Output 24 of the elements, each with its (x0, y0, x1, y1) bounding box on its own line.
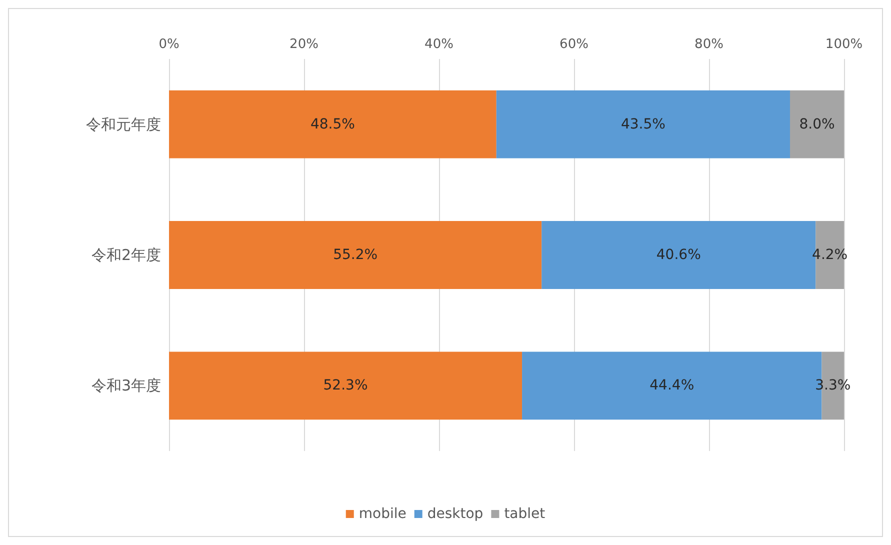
legend-label: mobile (358, 506, 406, 522)
data-label: 40.6% (656, 247, 701, 263)
data-label: 44.4% (650, 378, 694, 394)
data-label: 48.5% (310, 116, 355, 132)
y-tick-label: 令和3年度 (91, 376, 161, 395)
bar (496, 90, 790, 158)
bar (169, 221, 542, 289)
legend-label: desktop (427, 506, 484, 522)
y-tick-label: 令和元年度 (86, 115, 161, 134)
x-tick-label: 20% (290, 37, 318, 52)
data-label: 52.3% (323, 378, 368, 394)
x-tick-label: 40% (424, 37, 454, 52)
x-tick-label: 60% (560, 37, 588, 52)
bar (169, 90, 496, 158)
data-label: 55.2% (333, 247, 378, 263)
bar (169, 352, 522, 420)
x-tick-label: 0% (158, 37, 180, 52)
legend-label: tablet (504, 506, 546, 522)
y-tick-label: 令和2年度 (91, 246, 161, 264)
x-tick-label: 80% (694, 37, 724, 52)
bar (790, 90, 844, 158)
x-tick-label: 100% (825, 37, 863, 52)
data-label: 8.0% (799, 116, 835, 132)
data-label: 43.5% (620, 116, 666, 132)
